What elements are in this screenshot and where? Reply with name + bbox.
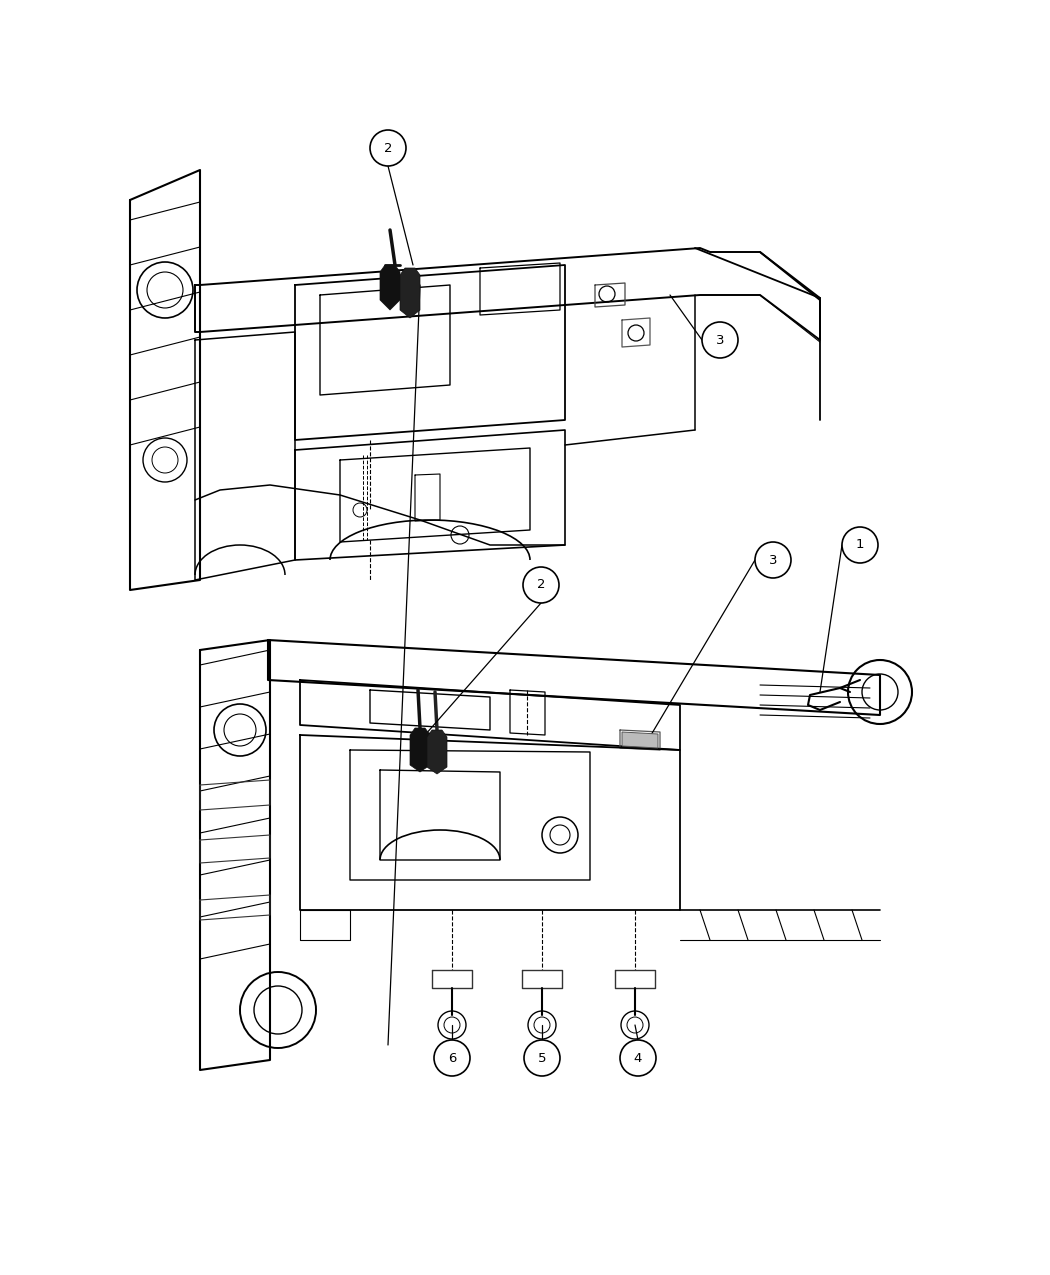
Circle shape <box>755 542 791 578</box>
Text: 6: 6 <box>447 1052 456 1065</box>
Circle shape <box>702 323 738 358</box>
Text: 2: 2 <box>383 142 393 154</box>
Polygon shape <box>400 268 420 317</box>
Circle shape <box>620 1040 656 1076</box>
Circle shape <box>370 130 406 166</box>
Polygon shape <box>380 265 400 310</box>
Circle shape <box>524 1040 560 1076</box>
Polygon shape <box>622 732 658 748</box>
Circle shape <box>842 527 878 564</box>
Text: 2: 2 <box>537 579 545 592</box>
Polygon shape <box>410 728 430 771</box>
Text: 3: 3 <box>716 334 724 347</box>
Text: 5: 5 <box>538 1052 546 1065</box>
Polygon shape <box>427 731 447 774</box>
Text: 4: 4 <box>634 1052 643 1065</box>
Text: 1: 1 <box>856 538 864 552</box>
Text: 3: 3 <box>769 553 777 566</box>
Circle shape <box>523 567 559 603</box>
Circle shape <box>434 1040 470 1076</box>
